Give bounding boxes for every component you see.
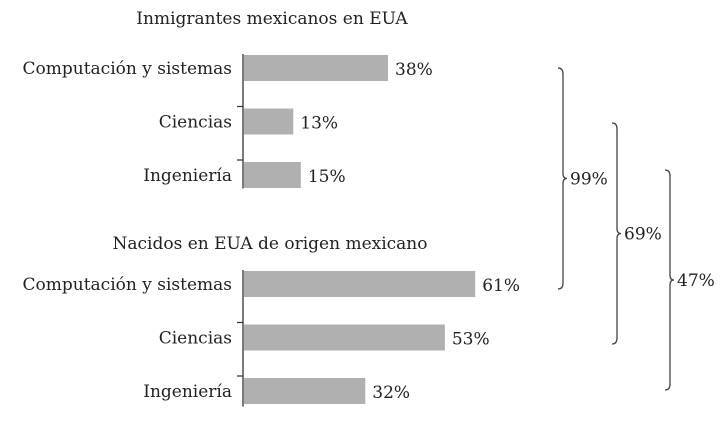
bar xyxy=(244,324,445,351)
bar xyxy=(244,108,294,135)
brace xyxy=(557,67,568,290)
bar xyxy=(244,162,301,188)
value-label: 32% xyxy=(372,383,410,403)
value-label: 38% xyxy=(395,60,433,80)
value-label: 53% xyxy=(452,330,490,350)
brace-label: 47% xyxy=(677,271,715,291)
category-label: Ciencias xyxy=(159,329,232,349)
bar xyxy=(244,55,389,81)
brace xyxy=(611,122,622,345)
bar xyxy=(244,378,366,404)
category-label: Computación y sistemas xyxy=(23,275,232,295)
brace-label: 99% xyxy=(570,170,608,190)
value-label: 15% xyxy=(308,167,346,187)
value-label: 13% xyxy=(300,114,338,134)
brace xyxy=(664,169,675,391)
category-label: Computación y sistemas xyxy=(23,59,232,79)
category-label: Ingeniería xyxy=(143,166,232,186)
category-label: Ingeniería xyxy=(143,382,232,402)
category-label: Ciencias xyxy=(159,113,232,133)
bar xyxy=(244,271,476,297)
chart-title-immigrants: Inmigrantes mexicanos en EUA xyxy=(136,9,408,29)
chart-title-us-born: Nacidos en EUA de origen mexicano xyxy=(112,234,427,254)
value-label: 61% xyxy=(482,276,520,296)
brace-label: 69% xyxy=(624,225,662,245)
